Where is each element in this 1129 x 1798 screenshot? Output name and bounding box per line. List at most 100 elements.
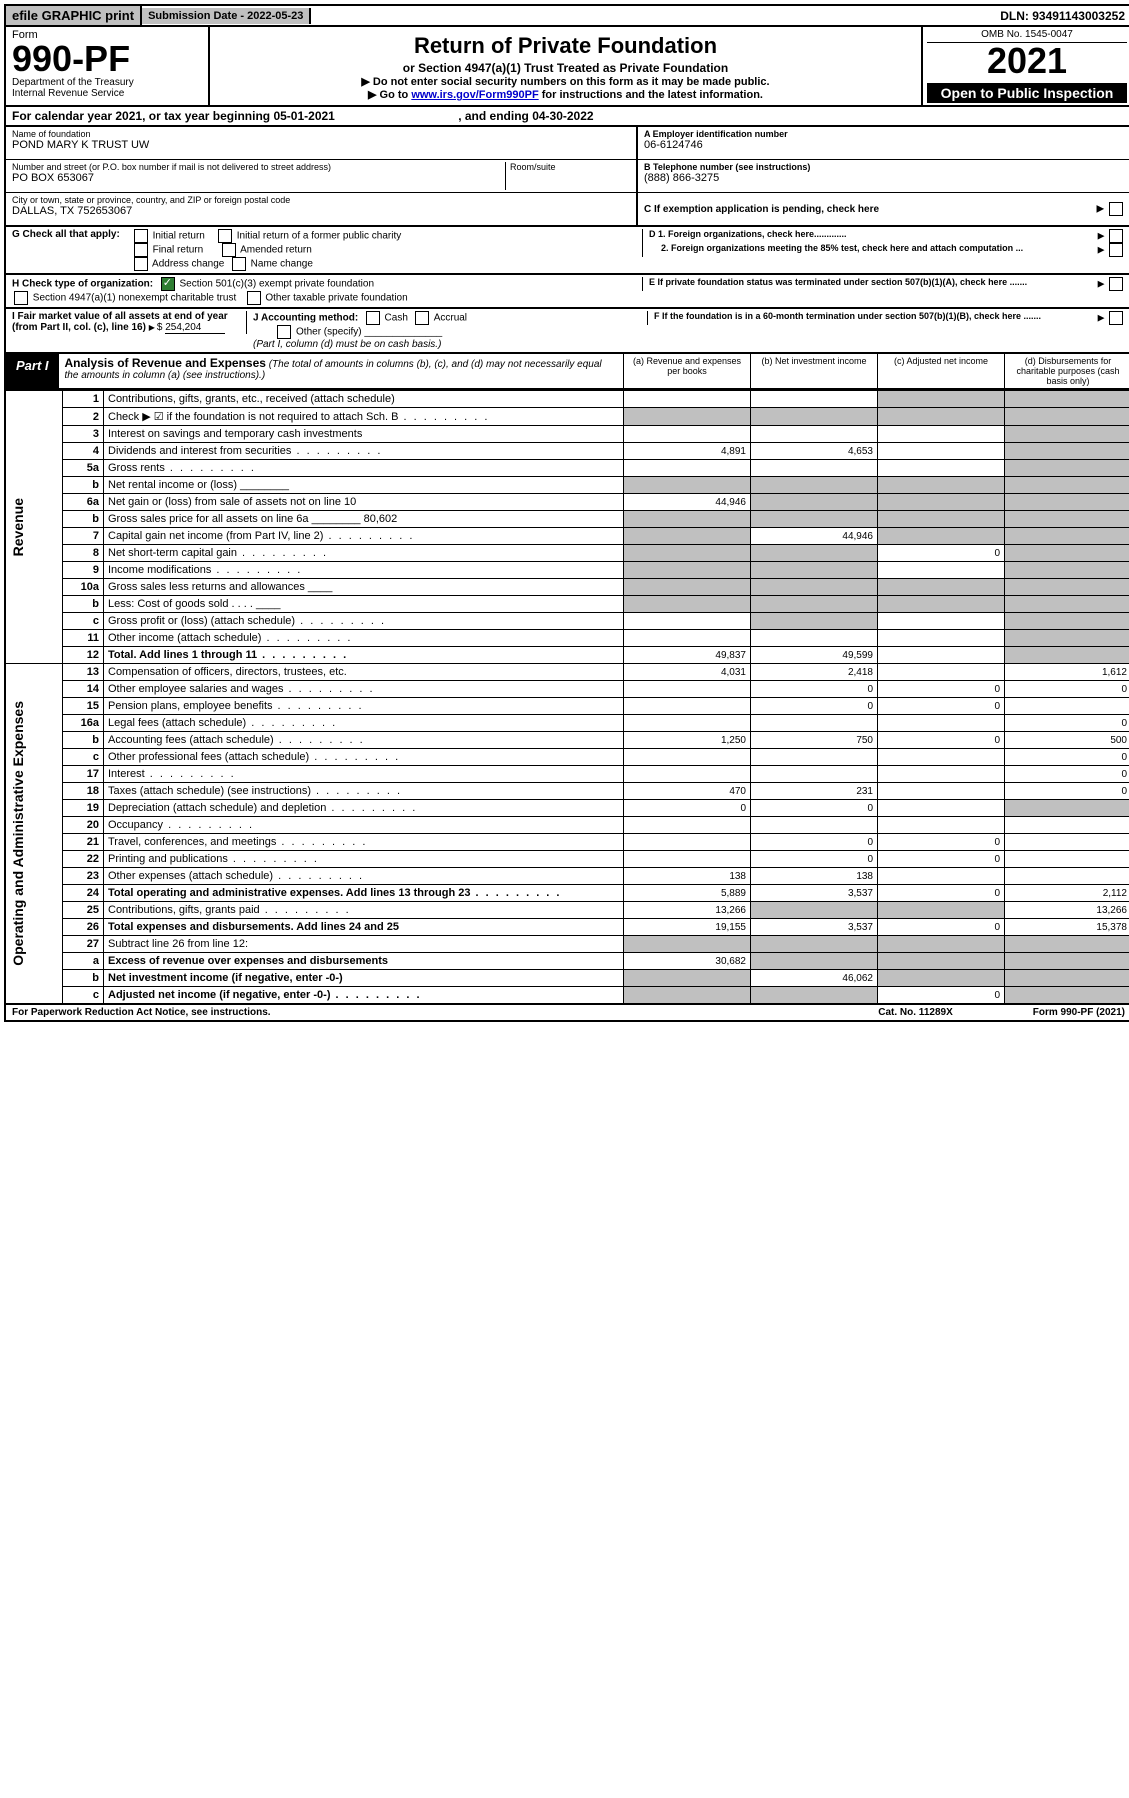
line-desc: Excess of revenue over expenses and disb… [104, 953, 624, 970]
cell-shaded [624, 528, 751, 545]
line-number: 27 [63, 936, 104, 953]
cell-value: 138 [624, 868, 751, 885]
line-desc: Depreciation (attach schedule) and deple… [104, 800, 624, 817]
cell-value: 0 [624, 800, 751, 817]
cell-value: 0 [1005, 681, 1129, 698]
cell-shaded [878, 936, 1005, 953]
d1-checkbox[interactable] [1109, 229, 1123, 243]
header-center: Return of Private Foundation or Section … [210, 27, 921, 105]
g-final-checkbox[interactable] [134, 243, 148, 257]
cell-value [878, 664, 1005, 681]
cell-value: 231 [751, 783, 878, 800]
cell-shaded [624, 936, 751, 953]
foundation-name-box: Name of foundation POND MARY K TRUST UW [6, 127, 636, 160]
table-row: 14Other employee salaries and wages000 [5, 681, 1129, 698]
efile-button[interactable]: efile GRAPHIC print [6, 6, 142, 25]
cell-value [1005, 834, 1129, 851]
h-other-checkbox[interactable] [247, 291, 261, 305]
c-checkbox[interactable] [1109, 202, 1123, 216]
cell-value: 13,266 [624, 902, 751, 919]
cell-shaded [1005, 647, 1129, 664]
table-row: 24Total operating and administrative exp… [5, 885, 1129, 902]
h-4947-checkbox[interactable] [14, 291, 28, 305]
cell-shaded [878, 579, 1005, 596]
line-number: 2 [63, 408, 104, 426]
ein: 06-6124746 [644, 139, 1125, 151]
j-accrual-checkbox[interactable] [415, 311, 429, 325]
g-row: G Check all that apply: Initial return I… [4, 226, 1129, 274]
cell-shaded [751, 902, 878, 919]
cell-shaded [878, 902, 1005, 919]
d2-checkbox[interactable] [1109, 243, 1123, 257]
g-former-checkbox[interactable] [218, 229, 232, 243]
line-number: 21 [63, 834, 104, 851]
cell-shaded [751, 408, 878, 426]
col-d-header: (d) Disbursements for charitable purpose… [1004, 354, 1129, 388]
cell-shaded [1005, 460, 1129, 477]
cell-value: 49,837 [624, 647, 751, 664]
line-number: b [63, 732, 104, 749]
line-number: 16a [63, 715, 104, 732]
g-address-checkbox[interactable] [134, 257, 148, 271]
footer-left: For Paperwork Reduction Act Notice, see … [12, 1007, 271, 1018]
f-checkbox[interactable] [1109, 311, 1123, 325]
cell-value: 4,653 [751, 443, 878, 460]
g-name-checkbox[interactable] [232, 257, 246, 271]
dln: DLN: 93491143003252 [994, 7, 1129, 25]
cell-shaded [624, 477, 751, 494]
j-opt-2: Other (specify) [296, 327, 362, 338]
column-headers: (a) Revenue and expenses per books (b) N… [623, 354, 1129, 388]
table-row: 6aNet gain or (loss) from sale of assets… [5, 494, 1129, 511]
form-link[interactable]: www.irs.gov/Form990PF [411, 89, 538, 101]
g-initial-checkbox[interactable] [134, 229, 148, 243]
line-number: 25 [63, 902, 104, 919]
part1-table: Revenue1Contributions, gifts, grants, et… [4, 390, 1129, 1005]
cell-shaded [1005, 477, 1129, 494]
foundation-name: POND MARY K TRUST UW [12, 139, 630, 151]
g-amended-checkbox[interactable] [222, 243, 236, 257]
line-desc: Adjusted net income (if negative, enter … [104, 987, 624, 1005]
part1-label: Part I [6, 354, 59, 388]
cal-mid: , and ending [458, 109, 532, 123]
cell-value [751, 460, 878, 477]
j-other-checkbox[interactable] [277, 325, 291, 339]
line-number: 17 [63, 766, 104, 783]
j-cash-checkbox[interactable] [366, 311, 380, 325]
cell-shaded [878, 511, 1005, 528]
line-desc: Other professional fees (attach schedule… [104, 749, 624, 766]
cell-shaded [751, 477, 878, 494]
cell-shaded [878, 494, 1005, 511]
e-label: E If private foundation status was termi… [649, 277, 1027, 291]
j-note: (Part I, column (d) must be on cash basi… [253, 339, 441, 350]
table-row: bNet rental income or (loss) ________ [5, 477, 1129, 494]
part1-header: Part I Analysis of Revenue and Expenses … [4, 354, 1129, 390]
cell-value: 2,112 [1005, 885, 1129, 902]
table-row: 15Pension plans, employee benefits00 [5, 698, 1129, 715]
cell-value [624, 698, 751, 715]
address: PO BOX 653067 [12, 172, 505, 184]
cell-shaded [1005, 443, 1129, 460]
table-row: cAdjusted net income (if negative, enter… [5, 987, 1129, 1005]
cell-shaded [624, 511, 751, 528]
i-value: 254,204 [165, 322, 225, 334]
addr-label: Number and street (or P.O. box number if… [12, 162, 505, 172]
cell-value [624, 749, 751, 766]
line-number: c [63, 749, 104, 766]
h-501c3-checkbox[interactable] [161, 277, 175, 291]
cell-shaded [1005, 494, 1129, 511]
cell-value [878, 613, 1005, 630]
line-desc: Check ▶ ☑ if the foundation is not requi… [104, 408, 624, 426]
f-label: F If the foundation is in a 60-month ter… [654, 311, 1041, 325]
cell-value: 0 [878, 681, 1005, 698]
cell-value [751, 426, 878, 443]
header-right: OMB No. 1545-0047 2021 Open to Public In… [921, 27, 1129, 105]
table-row: 26Total expenses and disbursements. Add … [5, 919, 1129, 936]
cell-value: 0 [1005, 783, 1129, 800]
line-desc: Gross profit or (loss) (attach schedule) [104, 613, 624, 630]
cell-value [751, 715, 878, 732]
cell-value: 13,266 [1005, 902, 1129, 919]
e-checkbox[interactable] [1109, 277, 1123, 291]
cell-value [878, 460, 1005, 477]
instr-2: ▶ Go to www.irs.gov/Form990PF for instru… [216, 88, 915, 101]
table-row: bAccounting fees (attach schedule)1,2507… [5, 732, 1129, 749]
